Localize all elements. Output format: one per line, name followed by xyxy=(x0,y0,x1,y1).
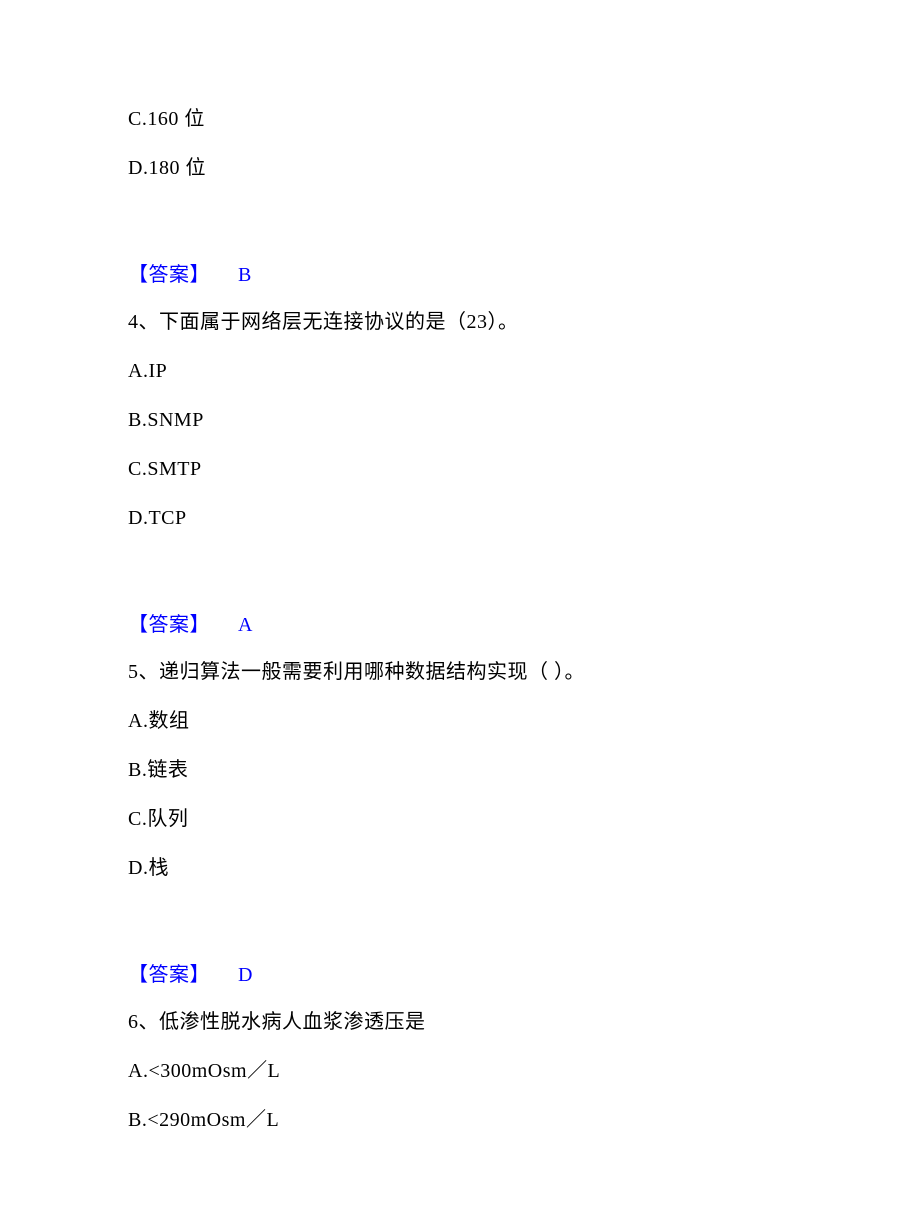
spacer xyxy=(128,903,800,958)
q4-option-b: B.SNMP xyxy=(128,406,800,434)
answer-label: 【答案】 xyxy=(128,614,210,636)
q4-option-c: C.SMTP xyxy=(128,455,800,483)
answer-label: 【答案】 xyxy=(128,264,210,286)
answer-value: D xyxy=(238,964,253,986)
answer-value: B xyxy=(238,264,252,286)
exam-page: C.160 位 D.180 位 【答案】 B 4、下面属于网络层无连接协议的是（2… xyxy=(0,0,920,1215)
q5-option-d: D.栈 xyxy=(128,854,800,882)
q6-option-a: A.<300mOsm／L xyxy=(128,1057,800,1085)
spacer xyxy=(128,203,800,258)
q3-option-d: D.180 位 xyxy=(128,154,800,182)
q6-option-b: B.<290mOsm／L xyxy=(128,1106,800,1134)
q4-stem: 4、下面属于网络层无连接协议的是（23）。 xyxy=(128,308,800,336)
q5-stem: 5、递归算法一般需要利用哪种数据结构实现（ ）。 xyxy=(128,658,800,686)
spacer xyxy=(128,553,800,608)
q5-option-a: A.数组 xyxy=(128,707,800,735)
q4-answer: 【答案】 A xyxy=(128,608,800,637)
q3-option-c: C.160 位 xyxy=(128,105,800,133)
answer-label: 【答案】 xyxy=(128,964,210,986)
q3-answer: 【答案】 B xyxy=(128,258,800,287)
q6-stem: 6、低渗性脱水病人血浆渗透压是 xyxy=(128,1008,800,1036)
q5-option-c: C.队列 xyxy=(128,805,800,833)
answer-value: A xyxy=(238,614,253,636)
q5-option-b: B.链表 xyxy=(128,756,800,784)
q4-option-a: A.IP xyxy=(128,357,800,385)
q4-option-d: D.TCP xyxy=(128,504,800,532)
q5-answer: 【答案】 D xyxy=(128,958,800,987)
